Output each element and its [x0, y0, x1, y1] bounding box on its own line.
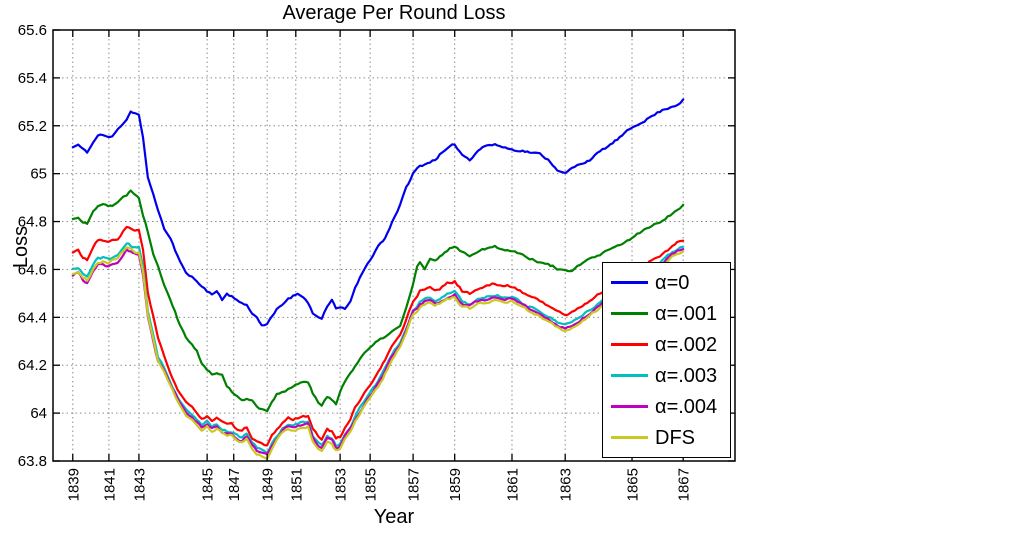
- y-tick-label: 65.4: [18, 70, 47, 87]
- x-tick-label: 1865: [625, 468, 642, 501]
- x-tick-label: 1839: [65, 468, 82, 501]
- legend-item-alpha-0: α=0: [611, 269, 730, 297]
- plot-box: [52, 29, 736, 462]
- x-tick-label: 1845: [200, 468, 217, 501]
- x-tick-label: 1853: [333, 468, 350, 501]
- y-tick-label: 63.8: [18, 453, 47, 470]
- series-line-alpha-0: [71, 98, 685, 327]
- legend-line-sample-alpha-0: [611, 281, 648, 284]
- series-line-alpha-004: [71, 248, 685, 455]
- series-line-alpha-002: [71, 225, 685, 447]
- y-tick-label: 64: [30, 405, 47, 422]
- legend-line-sample-alpha-001: [611, 312, 648, 315]
- y-tick-label: 64.8: [18, 214, 47, 231]
- chart-title: Average Per Round Loss: [282, 2, 506, 24]
- x-tick-label: 1851: [288, 468, 305, 501]
- legend-item-alpha-003: α=.003: [611, 362, 730, 390]
- x-tick-label: 1863: [558, 468, 575, 501]
- series-line-alpha-003: [71, 242, 685, 455]
- legend-item-dfs: DFS: [611, 424, 730, 452]
- x-tick-label: 1843: [131, 468, 148, 501]
- y-tick-label: 64.4: [18, 309, 47, 326]
- legend-line-sample-alpha-002: [611, 343, 648, 346]
- legend-label-alpha-001: α=.001: [655, 302, 718, 325]
- legend-label-alpha-002: α=.002: [655, 333, 718, 356]
- x-axis-label: Year: [373, 506, 415, 528]
- legend-label-alpha-0: α=0: [655, 271, 690, 294]
- x-tick-label: 1857: [406, 468, 423, 501]
- x-tick-label: 1861: [504, 468, 521, 501]
- y-tick-label: 65.2: [18, 118, 47, 135]
- legend-label-dfs: DFS: [655, 426, 695, 449]
- legend-line-sample-alpha-004: [611, 405, 648, 408]
- x-tick-label: 1859: [447, 468, 464, 501]
- y-axis-label: Loss: [10, 225, 32, 269]
- legend-item-alpha-002: α=.002: [611, 331, 730, 359]
- x-tick-label: 1849: [260, 468, 277, 501]
- legend-line-sample-dfs: [611, 436, 648, 439]
- series-line-alpha-001: [71, 189, 685, 413]
- x-tick-label: 1855: [363, 468, 380, 501]
- legend-line-sample-alpha-003: [611, 374, 648, 377]
- y-tick-label: 65: [30, 166, 47, 183]
- y-tick-label: 64.2: [18, 357, 47, 374]
- legend-label-alpha-004: α=.004: [655, 395, 718, 418]
- legend-label-alpha-003: α=.003: [655, 364, 718, 387]
- legend-item-alpha-004: α=.004: [611, 393, 730, 421]
- legend-item-alpha-001: α=.001: [611, 300, 730, 328]
- x-tick-label: 1847: [226, 468, 243, 501]
- x-tick-label: 1867: [676, 468, 693, 501]
- series-line-dfs: [71, 246, 685, 460]
- y-tick-label: 64.6: [18, 261, 47, 278]
- x-tick-label: 1841: [101, 468, 118, 501]
- legend: α=0 α=.001 α=.002 α=.003 α=.004 DFS: [602, 262, 731, 458]
- y-tick-label: 65.6: [18, 22, 47, 39]
